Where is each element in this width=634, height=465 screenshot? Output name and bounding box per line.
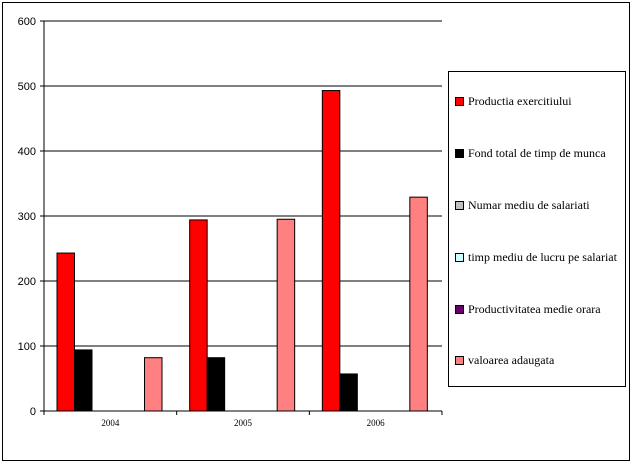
legend-swatch [455,304,464,314]
legend-label: Numar mediu de salariati [468,197,590,212]
y-tick-labels: 0 100 200 300 400 500 600 [18,16,36,418]
bar [74,349,93,412]
legend-item: Fond total de timp de munca [455,146,606,160]
legend-label: valoarea adaugata [468,352,555,367]
bar [339,373,358,412]
bar [276,218,296,412]
y-tick-label: 400 [18,146,36,158]
y-tick-label: 0 [30,406,36,418]
x-tick-labels: 2004 2005 2006 [101,418,385,428]
y-tick-label: 200 [18,276,36,288]
legend-label: Productia exercitiului [468,93,572,108]
legend-swatch [455,148,464,158]
bars [56,90,428,412]
legend-item: Productia exercitiului [455,94,572,108]
y-tick-label: 100 [18,341,36,353]
legend-item: valoarea adaugata [455,353,554,367]
legend: Productia exercitiului Fond total de timp… [448,71,626,387]
axes [43,21,443,415]
y-tick-label: 500 [18,81,36,93]
y-tick-label: 600 [18,16,36,28]
legend-swatch [455,96,464,106]
legend-swatch [455,355,464,365]
x-tick-label: 2006 [367,418,386,428]
bar [206,357,226,412]
legend-label: Productivitatea medie orara [468,301,601,316]
y-tick-label: 300 [18,211,36,223]
bar [144,357,163,412]
bar [409,196,428,412]
legend-item: Productivitatea medie orara [455,302,601,316]
x-tick-label: 2004 [101,418,120,428]
bar [321,90,341,412]
legend-label: Fond total de timp de munca [468,145,606,160]
legend-swatch [455,200,464,210]
legend-item: timp mediu de lucru pe salariat [455,250,617,264]
bar [189,219,208,412]
legend-item: Numar mediu de salariati [455,198,590,212]
gridlines [40,20,442,412]
legend-swatch [455,252,464,262]
legend-label: timp mediu de lucru pe salariat [468,249,617,264]
x-tick-label: 2005 [234,418,253,428]
bar [56,252,75,412]
